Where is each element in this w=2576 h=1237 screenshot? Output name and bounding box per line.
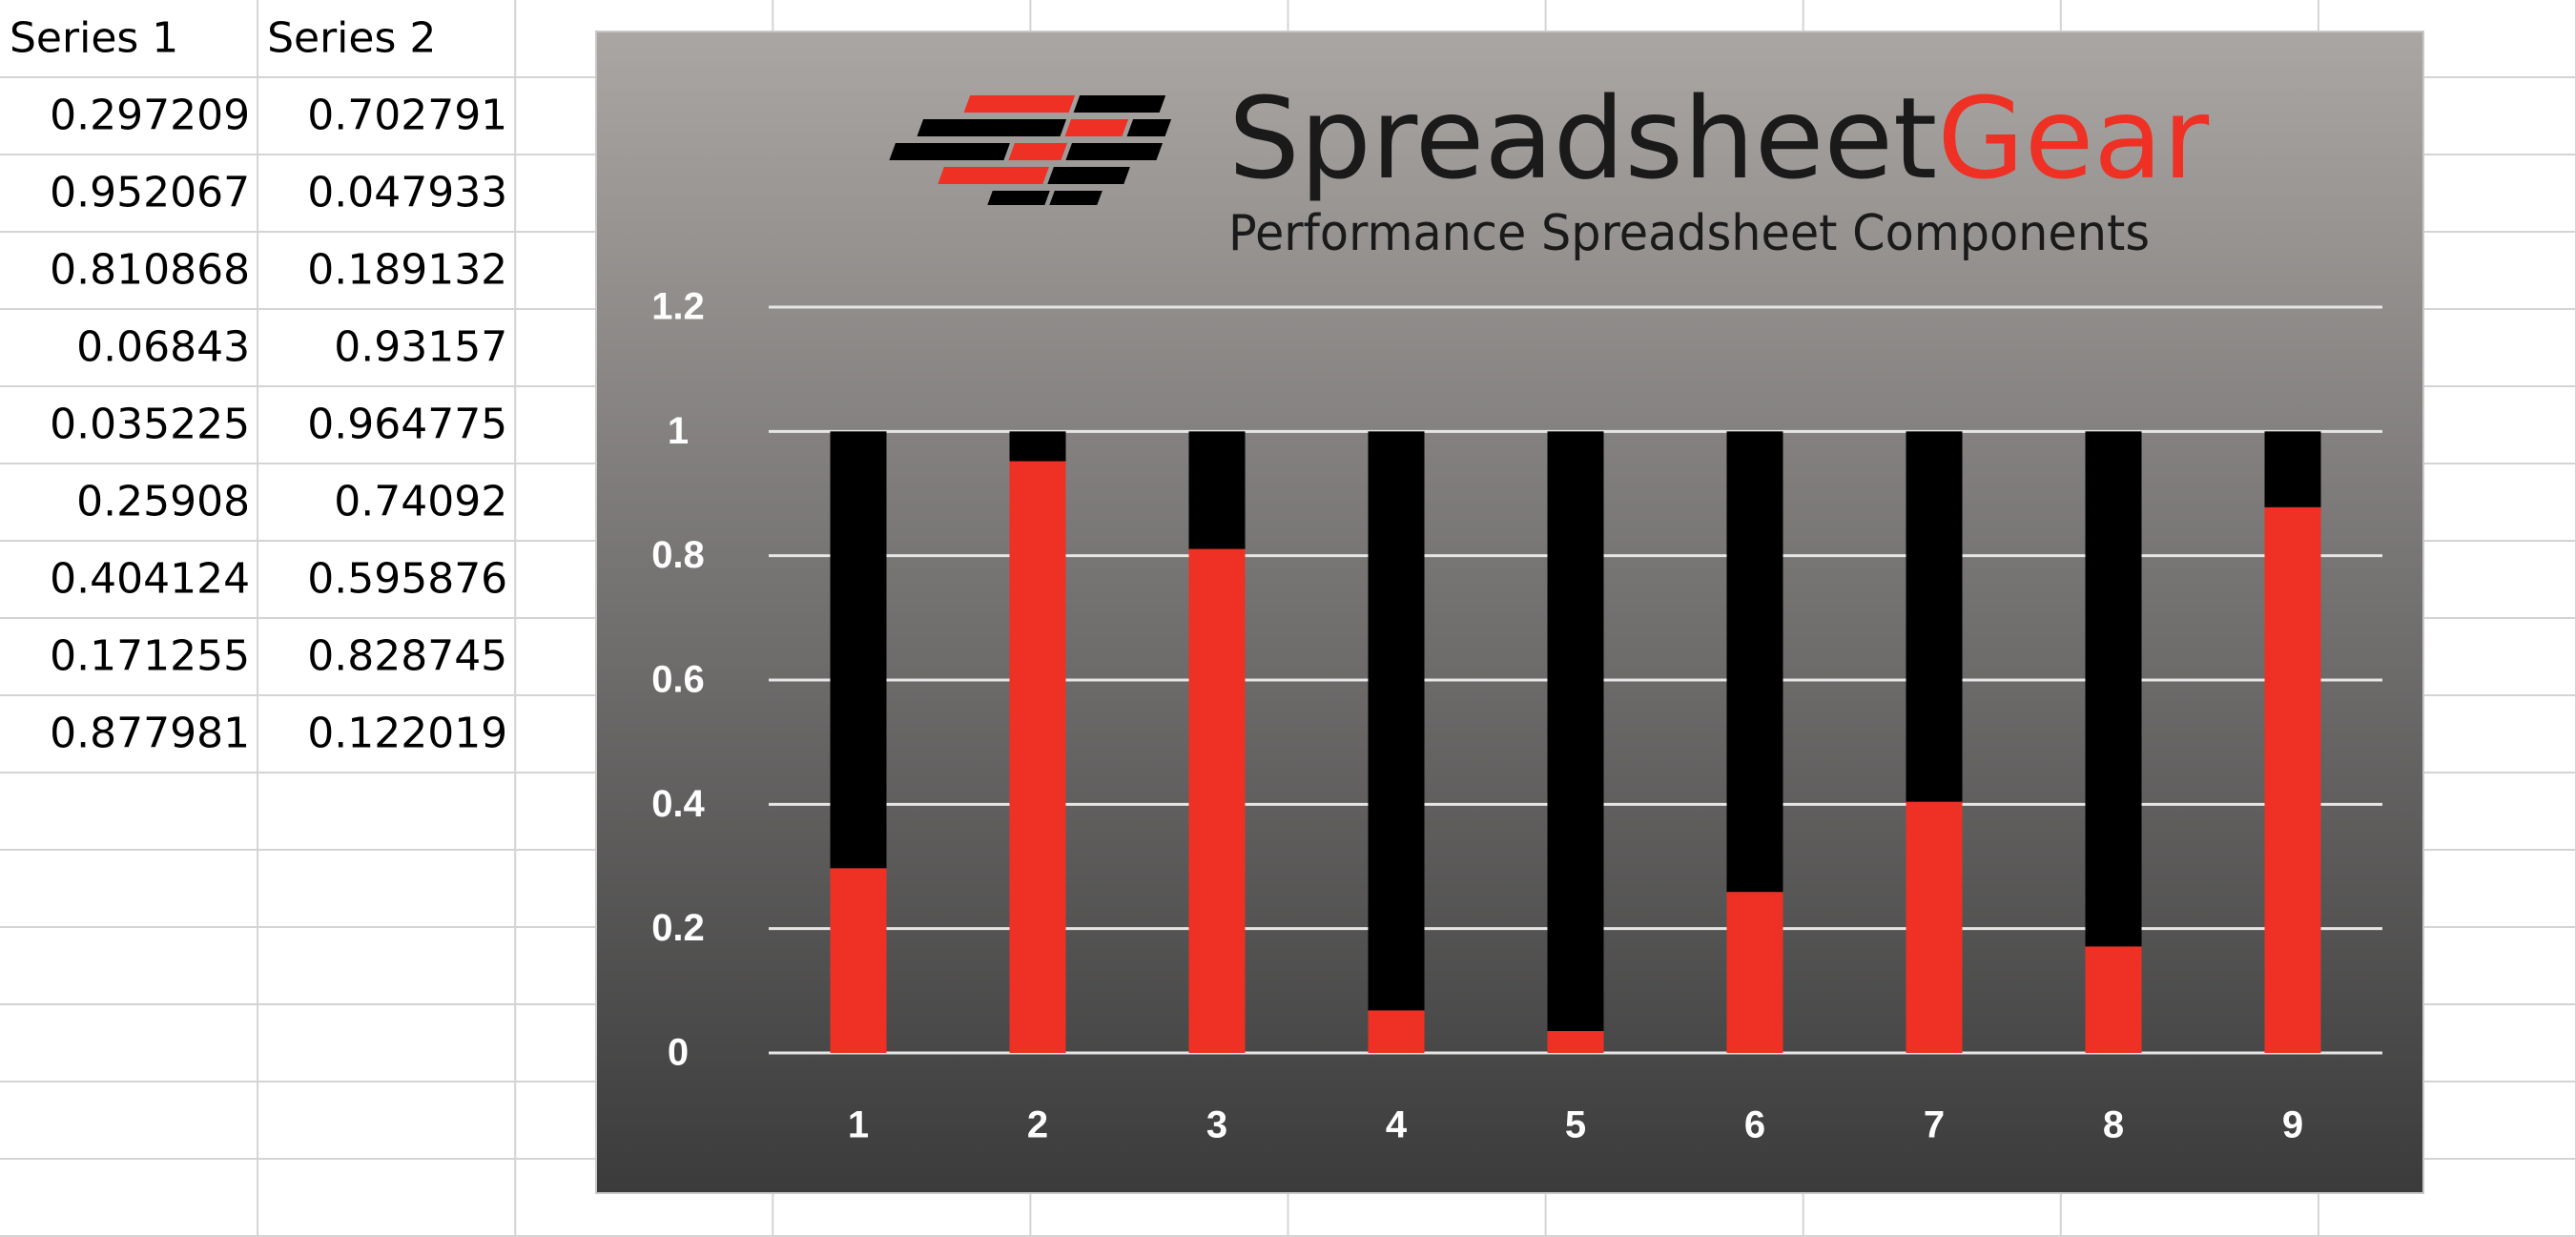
value-cell: 0.964775 <box>307 401 507 449</box>
y-tick-label: 0.6 <box>651 659 705 701</box>
value-cell: 0.404124 <box>50 555 250 604</box>
bar-segment <box>1009 431 1066 462</box>
x-tick-label: 5 <box>1565 1104 1586 1146</box>
logo-wordmark: SpreadsheetGear <box>1228 72 2210 204</box>
bar-segment <box>1547 431 1604 1032</box>
logo-bar <box>963 95 1076 113</box>
logo-bar <box>987 191 1050 205</box>
bar-segment <box>1906 801 1963 1053</box>
x-tick-label: 6 <box>1744 1104 1765 1146</box>
value-cell: 0.952067 <box>50 169 250 217</box>
bar-segment <box>1726 431 1783 893</box>
bar-segment <box>1547 1031 1604 1053</box>
value-cell: 0.702791 <box>307 92 507 140</box>
logo-bar <box>917 119 1067 136</box>
logo-icon <box>889 95 1172 205</box>
bar-segment <box>1188 431 1246 549</box>
logo-bar <box>938 167 1049 184</box>
y-tick-label: 0.2 <box>651 907 705 949</box>
y-tick-label: 1.2 <box>651 286 705 328</box>
value-cell: 0.06843 <box>76 323 250 372</box>
bar-segment <box>1368 1010 1425 1053</box>
value-cell: 0.810868 <box>50 246 250 295</box>
bar-segment <box>1009 461 1066 1053</box>
y-tick-label: 0.4 <box>651 783 705 825</box>
bar-segment <box>1726 892 1783 1053</box>
value-cell: 0.25908 <box>76 478 250 526</box>
x-tick-label: 1 <box>848 1104 869 1146</box>
logo-bar <box>1049 191 1103 205</box>
logo-bar <box>1008 143 1067 160</box>
logo-bar <box>1047 167 1130 184</box>
bar-segment <box>2264 506 2321 1053</box>
x-tick-label: 4 <box>1386 1104 1408 1146</box>
bar-segment <box>2085 946 2142 1053</box>
x-tick-label: 9 <box>2282 1104 2303 1146</box>
y-tick-label: 0 <box>668 1032 689 1074</box>
bar-segment <box>1368 431 1425 1011</box>
bar-segment <box>830 431 887 869</box>
logo-tagline: Performance Spreadsheet Components <box>1228 205 2150 262</box>
value-cell: 0.297209 <box>50 92 250 140</box>
x-tick-label: 2 <box>1027 1104 1048 1146</box>
value-cell: 0.595876 <box>307 555 507 604</box>
header-cell: Series 1 <box>10 14 178 63</box>
logo-name: Spreadsheet <box>1228 72 1937 204</box>
logo-bar <box>889 143 1010 160</box>
y-tick-label: 1 <box>668 410 689 452</box>
value-cell: 0.035225 <box>50 401 250 449</box>
y-tick-label: 0.8 <box>651 534 705 576</box>
logo-bar <box>1073 95 1166 113</box>
bar-segment <box>830 868 887 1053</box>
bar-segment <box>2264 431 2321 507</box>
x-tick-label: 8 <box>2103 1104 2124 1146</box>
x-tick-label: 3 <box>1206 1104 1227 1146</box>
value-cell: 0.171255 <box>50 632 250 681</box>
value-cell: 0.877981 <box>50 710 250 758</box>
bar-segment <box>1906 431 1963 802</box>
bar-segment <box>2085 431 2142 947</box>
sheet-cells: Series 1 0.297209 0.952067 0.810868 0.06843 0… <box>10 14 507 758</box>
x-tick-label: 7 <box>1924 1104 1945 1146</box>
logo-bar <box>1064 119 1129 136</box>
value-cell: 0.828745 <box>307 632 507 681</box>
header-cell: Series 2 <box>267 14 436 63</box>
value-cell: 0.93157 <box>334 323 507 372</box>
bar-segment <box>1188 548 1246 1053</box>
logo-accent: Gear <box>1937 72 2209 204</box>
value-cell: 0.122019 <box>307 710 507 758</box>
value-cell: 0.74092 <box>334 478 507 526</box>
plot: 0 0.2 0.4 0.6 0.8 1 1.2 1 2 3 4 5 6 7 8 9 <box>651 286 2382 1146</box>
logo-bar <box>1065 143 1163 160</box>
logo-bar <box>1126 119 1172 136</box>
value-cell: 0.047933 <box>307 169 507 217</box>
value-cell: 0.189132 <box>307 246 507 295</box>
